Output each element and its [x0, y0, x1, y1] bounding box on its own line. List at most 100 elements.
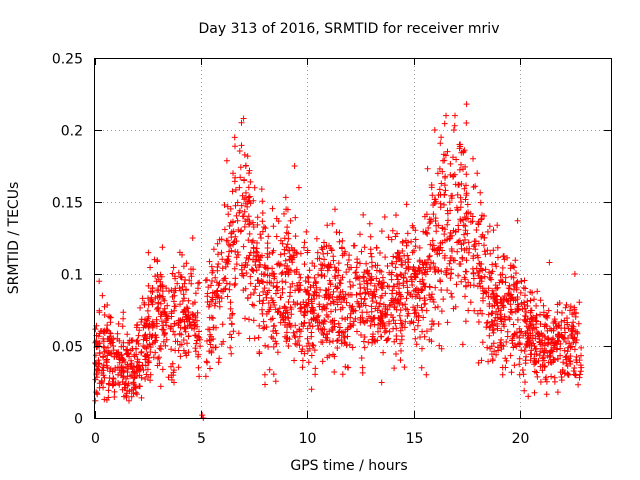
data-point — [342, 316, 349, 323]
data-point — [448, 192, 455, 199]
data-point — [363, 309, 370, 316]
data-point — [354, 328, 360, 335]
data-point — [301, 350, 308, 357]
data-point — [463, 282, 470, 289]
data-point — [501, 253, 507, 259]
data-point — [465, 209, 472, 216]
data-point — [137, 366, 144, 373]
data-point — [250, 219, 256, 226]
data-point — [436, 165, 443, 172]
data-point — [342, 291, 349, 298]
data-point — [227, 299, 234, 306]
data-point — [241, 223, 248, 230]
data-point — [445, 217, 451, 224]
data-point — [336, 293, 343, 300]
data-point — [440, 296, 447, 303]
data-point — [238, 202, 245, 209]
data-point — [503, 296, 510, 303]
data-point — [226, 248, 233, 255]
data-point — [450, 154, 456, 161]
data-point — [224, 293, 231, 300]
data-point — [527, 332, 534, 339]
data-point — [423, 229, 430, 236]
data-point — [215, 251, 221, 258]
data-point — [546, 354, 553, 360]
data-point — [358, 355, 365, 361]
data-point — [116, 359, 123, 366]
data-point — [270, 247, 277, 254]
data-point — [287, 289, 294, 296]
data-point — [208, 263, 215, 270]
data-point — [286, 321, 293, 328]
data-point — [514, 294, 521, 300]
data-point — [378, 228, 385, 235]
data-point — [193, 340, 200, 347]
data-point — [318, 339, 325, 345]
data-point — [199, 412, 206, 419]
data-point — [254, 214, 261, 221]
data-point — [232, 233, 239, 240]
data-point — [152, 331, 159, 338]
data-point — [287, 217, 294, 224]
data-point — [231, 265, 238, 272]
data-point — [460, 166, 466, 173]
data-point — [513, 284, 520, 291]
data-point — [460, 217, 466, 223]
data-point — [169, 360, 176, 367]
data-point — [541, 364, 548, 370]
data-point — [457, 261, 464, 267]
data-point — [514, 301, 521, 308]
data-point — [147, 377, 154, 384]
data-point — [525, 393, 532, 400]
data-point — [326, 242, 332, 249]
data-point — [179, 298, 186, 304]
data-point — [228, 334, 235, 341]
data-point — [408, 276, 415, 283]
data-point — [274, 309, 281, 316]
data-point — [470, 184, 477, 190]
data-point — [339, 315, 346, 322]
data-point — [450, 173, 457, 179]
data-point — [242, 259, 249, 266]
data-point — [195, 280, 201, 287]
data-point — [332, 275, 339, 282]
data-point — [450, 305, 457, 312]
data-point — [183, 260, 190, 267]
data-point — [570, 368, 577, 374]
data-point — [518, 347, 525, 354]
data-point — [553, 341, 560, 348]
data-point — [544, 327, 551, 334]
data-point — [371, 282, 378, 289]
data-point — [279, 289, 286, 296]
data-point — [101, 312, 108, 318]
data-point — [433, 228, 440, 235]
data-point — [367, 246, 374, 253]
data-point — [327, 280, 334, 287]
data-point — [488, 310, 495, 317]
data-point — [509, 309, 515, 316]
data-point — [390, 253, 397, 260]
data-point — [226, 281, 233, 287]
data-point — [140, 336, 147, 343]
data-point — [136, 362, 142, 369]
data-point — [157, 271, 164, 278]
data-point — [291, 268, 298, 275]
data-point — [285, 343, 292, 349]
data-point — [561, 335, 567, 342]
data-point — [458, 161, 464, 168]
data-point — [103, 397, 110, 403]
data-point — [492, 296, 499, 303]
data-point — [262, 271, 268, 278]
data-point — [524, 298, 531, 305]
data-point — [262, 381, 268, 388]
data-point — [140, 367, 147, 374]
data-point — [195, 353, 201, 360]
data-point — [478, 278, 485, 285]
data-point — [238, 262, 245, 269]
data-point — [332, 306, 339, 313]
data-point — [449, 248, 455, 254]
data-point — [358, 332, 364, 338]
data-point — [373, 267, 380, 274]
data-point — [436, 250, 443, 257]
data-point — [139, 295, 146, 302]
